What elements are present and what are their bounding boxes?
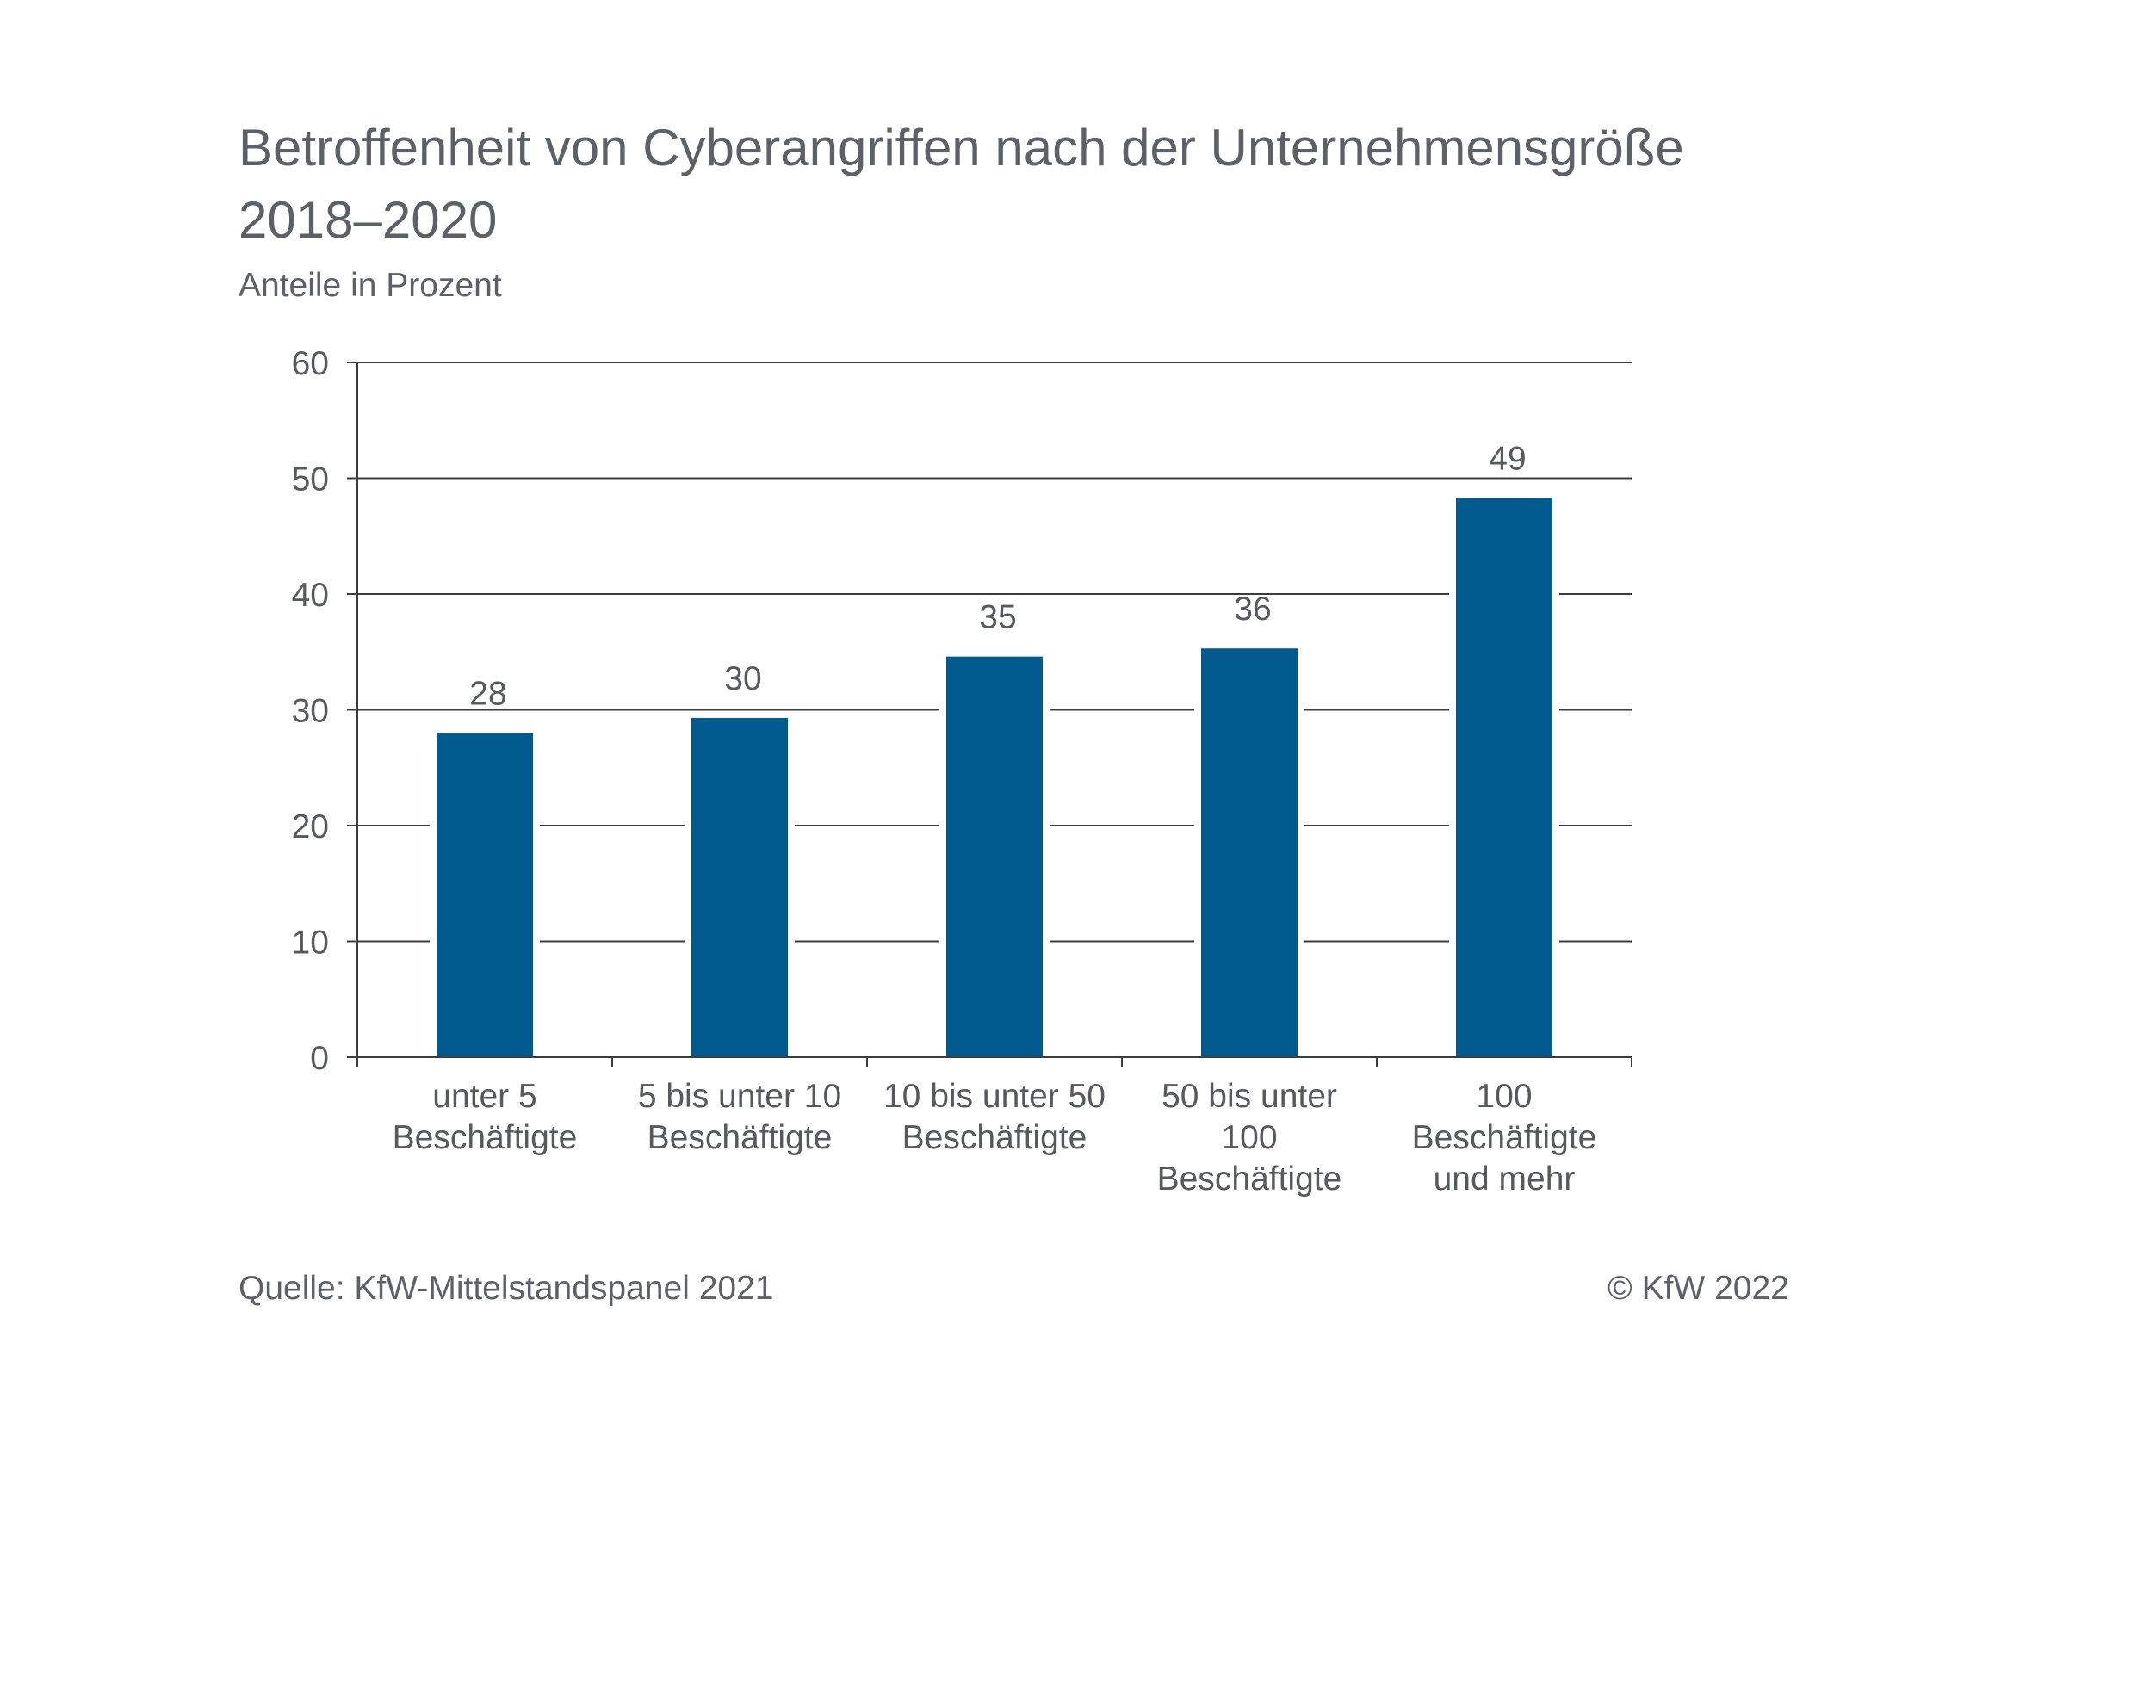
chart-subtitle: Anteile in Prozent — [239, 267, 502, 304]
bar — [437, 733, 533, 1057]
y-tick-label: 20 — [292, 808, 329, 845]
bar — [1456, 498, 1552, 1057]
x-tick-label-line: Beschäftigte — [393, 1119, 578, 1156]
x-tick-label-line: Beschäftigte — [1412, 1119, 1597, 1156]
x-tick-label: 5 bis unter 10 Beschäftigte — [638, 1078, 841, 1156]
x-tick-label-line: und mehr — [1434, 1160, 1576, 1197]
x-tick-label: 100 Beschäftigte und mehr — [1412, 1078, 1597, 1197]
y-tick-label: 10 — [292, 925, 329, 962]
x-tick-label-line: unter 5 — [432, 1078, 536, 1115]
y-tick-label: 0 — [310, 1040, 329, 1077]
y-tick-label: 60 — [292, 345, 329, 382]
x-tick-label-line: 100 — [1221, 1119, 1277, 1156]
y-tick-label: 30 — [292, 693, 329, 730]
chart-title: Betroffenheit von Cyberangriffen nach de… — [239, 112, 1684, 257]
data-label: 49 — [1489, 440, 1526, 477]
x-tick-label-line: Beschäftigte — [1157, 1160, 1342, 1197]
axes — [347, 362, 1632, 1068]
data-label: 35 — [979, 599, 1016, 636]
x-tick-label-line: 10 bis unter 50 — [883, 1078, 1106, 1115]
x-tick-label: 10 bis unter 50 Beschäftigte — [883, 1078, 1106, 1156]
bar — [691, 717, 788, 1057]
x-tick-label: unter 5 Beschäftigte — [393, 1078, 578, 1156]
source-note: Quelle: KfW-Mittelstandspanel 2021 — [239, 1270, 774, 1307]
gridlines — [357, 362, 1632, 943]
x-tick-label-line: Beschäftigte — [902, 1119, 1087, 1156]
data-label: 36 — [1234, 591, 1271, 628]
bar — [1201, 648, 1298, 1057]
x-tick-label-line: 50 bis unter — [1162, 1078, 1337, 1115]
bars — [430, 498, 1559, 1057]
y-tick-label: 40 — [292, 577, 329, 614]
labels: 0 10 20 30 40 50 60 28 30 35 36 49 unter 5 Beschäftig… — [292, 345, 1597, 1197]
chart-title-line-1: Betroffenheit von Cyberangriffen nach de… — [239, 119, 1684, 176]
y-tick-label: 50 — [292, 461, 329, 498]
x-tick-label-line: 5 bis unter 10 — [638, 1078, 841, 1115]
x-tick-label-line: Beschäftigte — [647, 1119, 833, 1156]
data-label: 28 — [469, 675, 506, 712]
chart-title-line-2: 2018–2020 — [239, 191, 498, 249]
x-tick-label: 50 bis unter 100 Beschäftigte — [1157, 1078, 1342, 1197]
bar — [946, 656, 1043, 1057]
x-tick-label-line: 100 — [1476, 1078, 1532, 1115]
copyright-note: © KfW 2022 — [1608, 1270, 1789, 1307]
data-label: 30 — [724, 660, 761, 697]
